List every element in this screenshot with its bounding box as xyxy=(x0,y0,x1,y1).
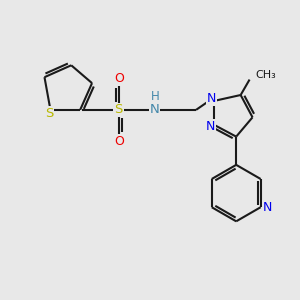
Text: N: N xyxy=(206,120,215,133)
Text: H: H xyxy=(151,90,160,103)
Text: S: S xyxy=(115,103,123,116)
Text: O: O xyxy=(114,72,124,85)
Text: O: O xyxy=(114,135,124,148)
Text: N: N xyxy=(262,201,272,214)
Text: CH₃: CH₃ xyxy=(256,70,276,80)
Text: S: S xyxy=(45,107,53,120)
Text: N: N xyxy=(150,103,159,116)
Text: N: N xyxy=(207,92,216,105)
